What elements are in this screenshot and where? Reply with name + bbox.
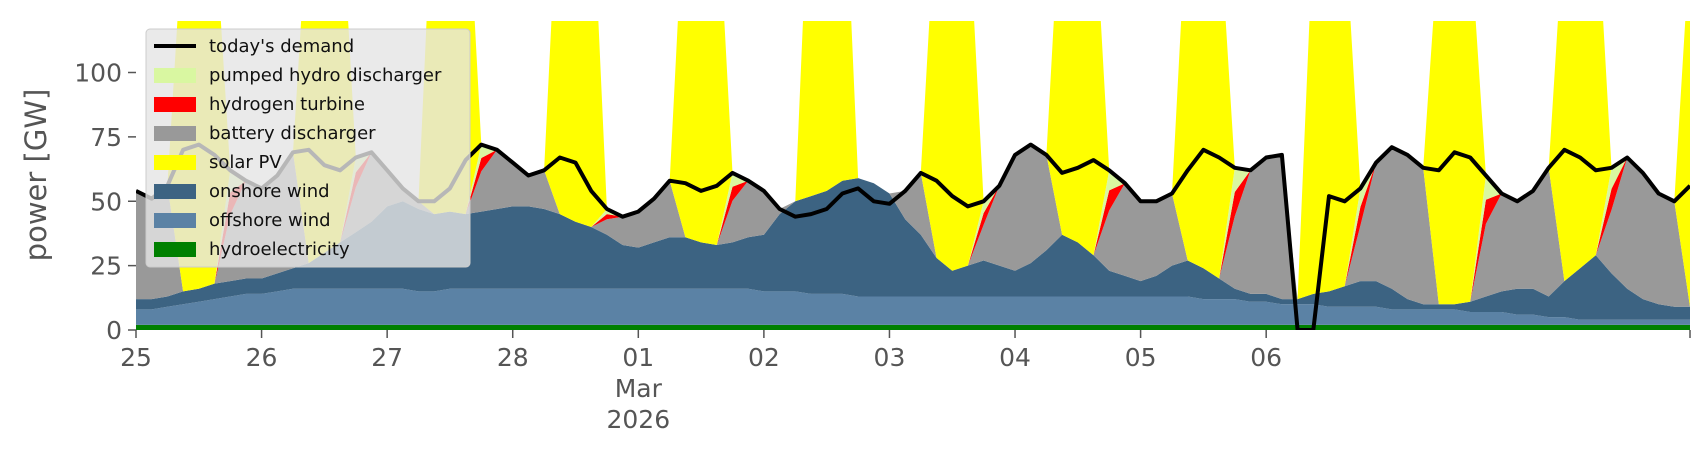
y-axis: 0 25 50 75 100 <box>74 59 136 345</box>
legend-swatch <box>154 155 196 170</box>
legend-swatch <box>154 126 196 141</box>
area-offshore-wind <box>136 288 1690 325</box>
x-tick-label: 2026 <box>606 405 670 434</box>
legend-swatch <box>154 213 196 228</box>
y-tick-label: 100 <box>74 59 122 88</box>
x-tick-label: 27 <box>371 343 403 372</box>
legend-label: pumped hydro discharger <box>209 65 442 86</box>
x-tick-label: 06 <box>1250 343 1282 372</box>
stacked-area-group <box>136 21 1690 330</box>
area-hydroelectricity <box>136 324 1690 330</box>
x-tick-label: 05 <box>1125 343 1157 372</box>
y-tick-label: 0 <box>106 316 122 345</box>
legend-label: today's demand <box>209 36 354 57</box>
x-tick-label: 26 <box>246 343 278 372</box>
legend-swatch <box>154 242 196 257</box>
legend-label: solar PV <box>209 152 282 173</box>
legend-label: battery discharger <box>209 123 376 144</box>
legend-swatch <box>154 68 196 83</box>
legend-label: hydroelectricity <box>209 239 350 260</box>
legend-swatch <box>154 97 196 112</box>
legend-swatch <box>154 184 196 199</box>
y-tick-label: 25 <box>90 252 122 281</box>
legend-label: hydrogen turbine <box>209 94 365 115</box>
legend-box <box>145 28 471 268</box>
y-tick-label: 75 <box>90 123 122 152</box>
x-tick-label: Mar <box>615 374 663 403</box>
area-solar-pv <box>136 21 1690 307</box>
x-tick-label: 04 <box>999 343 1031 372</box>
legend-label: onshore wind <box>209 181 330 202</box>
area-onshore-wind <box>136 178 1690 320</box>
x-tick-label: 03 <box>874 343 906 372</box>
legend-label: offshore wind <box>209 210 331 231</box>
y-axis-title: power [GW] <box>19 89 53 262</box>
x-tick-label: 28 <box>497 343 529 372</box>
x-tick-label: 02 <box>748 343 780 372</box>
area-battery-discharger <box>136 144 1690 307</box>
x-tick-label: 01 <box>622 343 654 372</box>
legend: today's demand pumped hydro discharger hyd… <box>145 28 471 268</box>
y-tick-label: 50 <box>90 187 122 216</box>
x-tick-label: 25 <box>120 343 152 372</box>
